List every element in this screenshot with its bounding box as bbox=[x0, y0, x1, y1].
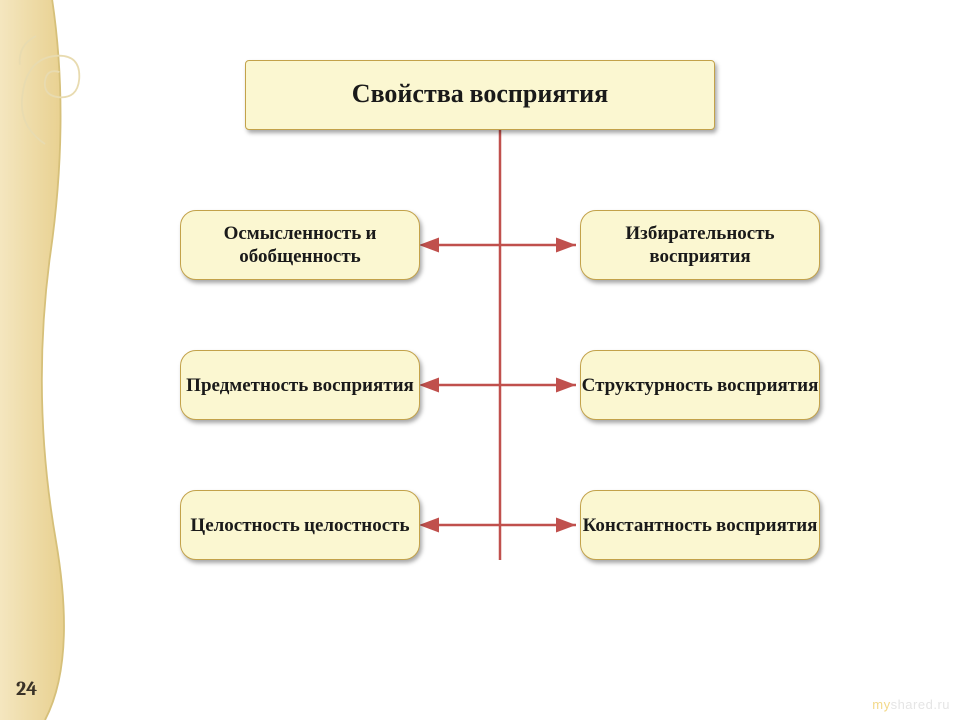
node-left-0: Осмысленность и обобщенность bbox=[180, 210, 420, 280]
slide: Свойства восприятия Осмысленность и обоб… bbox=[0, 0, 960, 720]
node-right-1: Структурность восприятия bbox=[580, 350, 820, 420]
node-right-0: Избирательность восприятия bbox=[580, 210, 820, 280]
diagram-title: Свойства восприятия bbox=[245, 60, 715, 130]
page-number: 24 bbox=[16, 677, 37, 700]
watermark-prefix: my bbox=[872, 697, 890, 712]
node-left-2: Целостность целостность bbox=[180, 490, 420, 560]
swirl-ornament-icon bbox=[0, 0, 90, 180]
watermark-rest: shared.ru bbox=[891, 697, 950, 712]
node-right-2: Константность восприятия bbox=[580, 490, 820, 560]
node-left-1: Предметность восприятия bbox=[180, 350, 420, 420]
watermark: myshared.ru bbox=[872, 697, 950, 712]
